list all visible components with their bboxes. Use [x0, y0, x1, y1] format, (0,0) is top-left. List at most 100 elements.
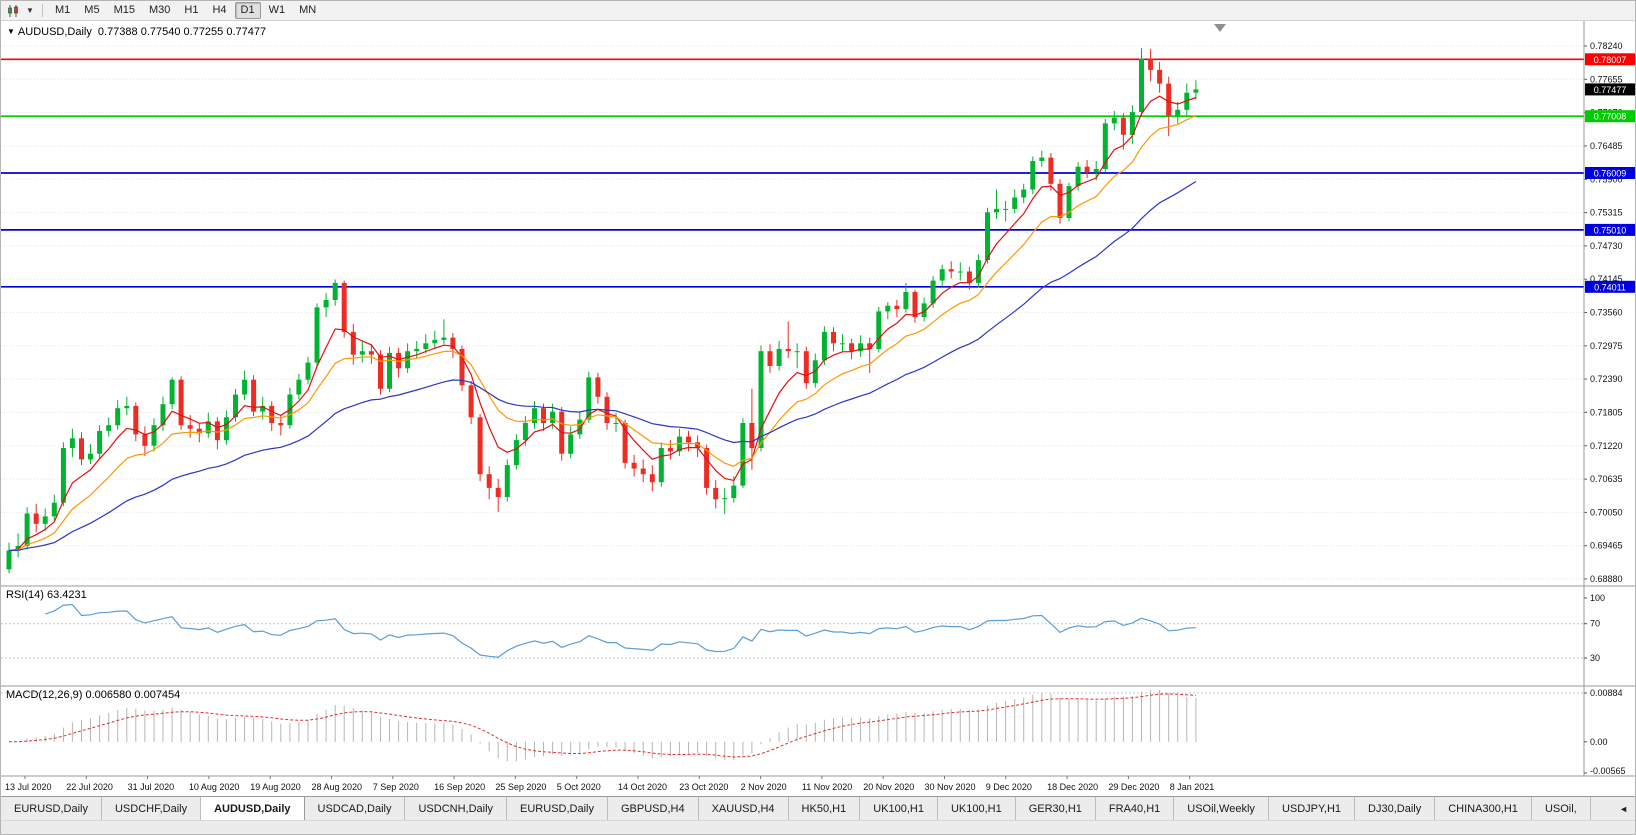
date-label: 22 Jul 2020 — [66, 782, 113, 792]
chart-tab-usdcad-daily[interactable]: USDCAD,Daily — [304, 797, 406, 820]
date-label: 18 Dec 2020 — [1047, 782, 1098, 792]
svg-text:0.71220: 0.71220 — [1590, 441, 1623, 451]
date-label: 25 Sep 2020 — [495, 782, 546, 792]
date-label: 30 Nov 2020 — [925, 782, 976, 792]
rsi-line — [45, 603, 1196, 658]
date-label: 20 Nov 2020 — [863, 782, 914, 792]
chart-tab-usdchf-daily[interactable]: USDCHF,Daily — [101, 797, 202, 820]
date-label: 7 Sep 2020 — [373, 782, 419, 792]
svg-text:0.70050: 0.70050 — [1590, 507, 1623, 517]
timeframe-button-m1[interactable]: M1 — [55, 4, 71, 16]
chart-symbol-label: AUDUSD,Daily — [17, 26, 92, 38]
svg-text:0.77008: 0.77008 — [1594, 112, 1627, 122]
rsi-indicator-label: RSI(14) 63.4231 — [6, 589, 87, 601]
chevron-down-icon: ▼ — [26, 6, 34, 15]
svg-text:0.69465: 0.69465 — [1590, 541, 1623, 551]
timeframe-button-mn[interactable]: MN — [299, 4, 317, 16]
date-label: 8 Jan 2021 — [1170, 782, 1215, 792]
scroll-left-icon: ◄ — [1619, 803, 1628, 814]
chart-tab-fra40-h1[interactable]: FRA40,H1 — [1095, 797, 1175, 820]
timeframe-button-h4[interactable]: H4 — [212, 4, 227, 16]
svg-text:0.73560: 0.73560 — [1590, 308, 1623, 318]
svg-text:0.74145: 0.74145 — [1590, 274, 1623, 284]
chart-tab-usoil-weekly[interactable]: USOil,Weekly — [1174, 797, 1269, 820]
svg-text:0.72390: 0.72390 — [1590, 374, 1623, 384]
chart-tab-xauusd-h4[interactable]: XAUUSD,H4 — [698, 797, 789, 820]
timeframe-button-d1[interactable]: D1 — [234, 2, 261, 19]
date-label: 5 Oct 2020 — [557, 782, 601, 792]
chart-tab-dj30-daily[interactable]: DJ30,Daily — [1355, 797, 1436, 820]
price-level-badge — [1585, 53, 1635, 66]
chart-ohlc-values: 0.77388 0.77540 0.77255 0.77477 — [97, 26, 267, 38]
tab-scroll-left-button[interactable]: ◄ — [1612, 797, 1635, 820]
chart-tab-uk100-h1[interactable]: UK100,H1 — [860, 797, 938, 820]
date-label: 19 Aug 2020 — [250, 782, 301, 792]
timeframe-button-m5[interactable]: M5 — [84, 4, 100, 16]
current-price-badge — [1585, 83, 1635, 96]
price-level-badge — [1585, 223, 1635, 236]
date-label: 11 Nov 2020 — [802, 782, 852, 792]
timeframe-button-m30[interactable]: M30 — [148, 4, 171, 16]
chart-tabs-bar: EURUSD,Daily USDCHF,Daily AUDUSD,Daily USDC… — [1, 796, 1635, 820]
date-label: 16 Sep 2020 — [434, 782, 485, 792]
timeframe-button-w1[interactable]: W1 — [268, 4, 286, 16]
svg-text:0.00884: 0.00884 — [1590, 688, 1623, 698]
date-label: 28 Aug 2020 — [312, 782, 363, 792]
svg-text:0.75010: 0.75010 — [1594, 225, 1627, 235]
macd-indicator-label: MACD(12,26,9) 0.006580 0.007454 — [6, 689, 181, 701]
svg-text:100: 100 — [1590, 593, 1605, 603]
svg-text:0.75900: 0.75900 — [1590, 174, 1623, 184]
svg-text:0.70635: 0.70635 — [1590, 474, 1623, 484]
chart-type-dropdown[interactable]: ▼ — [24, 3, 36, 19]
date-label: 31 Jul 2020 — [128, 782, 175, 792]
price-level-badge — [1585, 280, 1635, 293]
price-level-badge — [1585, 110, 1635, 123]
chart-window[interactable]: 0.782400.776550.770700.764850.759000.753… — [1, 21, 1636, 796]
svg-text:0.75315: 0.75315 — [1590, 208, 1623, 218]
chart-tab-usoil-[interactable]: USOil, — [1531, 797, 1591, 820]
chart-tab-gbpusd-h4[interactable]: GBPUSD,H4 — [608, 797, 699, 820]
timeframe-button-h1[interactable]: H1 — [184, 4, 199, 16]
ma-line-6 — [8, 95, 1197, 552]
svg-text:0.74730: 0.74730 — [1590, 241, 1623, 251]
triangle-down-icon[interactable]: ▼ — [7, 27, 15, 36]
date-label: 10 Aug 2020 — [189, 782, 240, 792]
chart-shift-triangle-icon[interactable] — [1214, 24, 1226, 32]
svg-text:0.74011: 0.74011 — [1594, 282, 1626, 292]
date-label: 13 Jul 2020 — [5, 782, 52, 792]
ma-line-34 — [8, 180, 1197, 552]
toolbar-separator — [42, 4, 43, 17]
candlestick-chart-icon — [8, 4, 18, 17]
svg-text:0.78007: 0.78007 — [1594, 55, 1627, 65]
timeframe-buttons: M1 M5 M15 M30 H1 H4 D1 W1 MN — [49, 2, 322, 19]
timeframe-button-m15[interactable]: M15 — [113, 4, 135, 16]
svg-text:0.76485: 0.76485 — [1590, 141, 1623, 151]
chart-tab-eurusd-daily[interactable]: EURUSD,Daily — [507, 797, 608, 820]
timeframe-toolbar: ▼ M1 M5 M15 M30 H1 H4 D1 W1 MN — [1, 1, 1635, 21]
chart-tab-uk100-h1[interactable]: UK100,H1 — [937, 797, 1016, 820]
svg-text:0.72975: 0.72975 — [1590, 341, 1623, 351]
chart-canvas[interactable]: 0.782400.776550.770700.764850.759000.753… — [1, 21, 1636, 796]
svg-text:0.78240: 0.78240 — [1590, 41, 1623, 51]
date-label: 14 Oct 2020 — [618, 782, 667, 792]
date-axis — [24, 776, 1191, 779]
chart-tab-hk50-h1[interactable]: HK50,H1 — [788, 797, 861, 820]
chart-tab-ger30-h1[interactable]: GER30,H1 — [1015, 797, 1096, 820]
chart-tab-usdcnh-daily[interactable]: USDCNH,Daily — [405, 797, 508, 820]
chart-tab-eurusd-daily[interactable]: EURUSD,Daily — [1, 797, 102, 820]
chart-type-button[interactable] — [5, 3, 23, 19]
price-level-badge — [1585, 167, 1635, 179]
chart-tab-audusd-daily[interactable]: AUDUSD,Daily — [201, 797, 305, 820]
svg-text:30: 30 — [1590, 653, 1600, 663]
svg-text:0.71805: 0.71805 — [1590, 407, 1623, 417]
chart-tab-china300-h1[interactable]: CHINA300,H1 — [1435, 797, 1532, 820]
date-label: 9 Dec 2020 — [986, 782, 1032, 792]
candles — [6, 48, 1199, 574]
svg-text:0.76009: 0.76009 — [1594, 169, 1627, 179]
macd-histogram — [17, 689, 1197, 762]
date-label: 23 Oct 2020 — [679, 782, 728, 792]
chart-tab-usdjpy-h1[interactable]: USDJPY,H1 — [1268, 797, 1356, 820]
date-label: 2 Nov 2020 — [741, 782, 787, 792]
svg-text:-0.00565: -0.00565 — [1590, 766, 1626, 776]
